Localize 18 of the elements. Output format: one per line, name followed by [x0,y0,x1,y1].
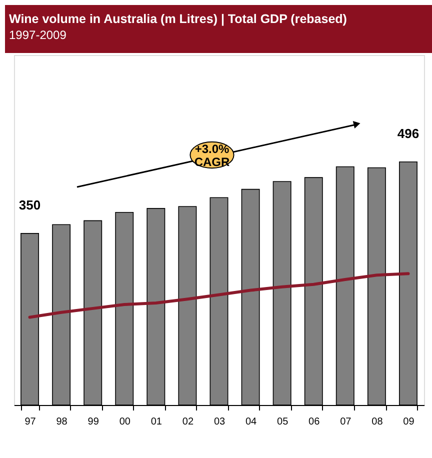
x-tick-label: 98 [56,416,68,428]
x-tick-label: 07 [340,416,352,428]
chart-title: Wine volume in Australia (m Litres) | Total GDP (rebased) [9,12,347,26]
x-tick-label: 09 [403,416,415,428]
x-tick-label: 06 [308,416,320,428]
annotation: +3.0% CAGR [194,142,230,169]
x-tick-label: 02 [182,416,194,428]
chart-subtitle: 1997-2009 [9,28,67,42]
data-label: 350 [18,197,41,212]
x-tick-label: 08 [372,416,384,428]
x-tick-label: 99 [88,416,100,428]
x-tick-label: 97 [24,416,36,428]
x-tick-label: 03 [214,416,226,428]
x-tick-label: 04 [245,416,258,428]
x-tick-label: 00 [119,416,131,428]
x-tick-label: 05 [277,416,289,428]
data-label: 496 [397,126,420,141]
x-tick-label: 01 [150,416,162,428]
